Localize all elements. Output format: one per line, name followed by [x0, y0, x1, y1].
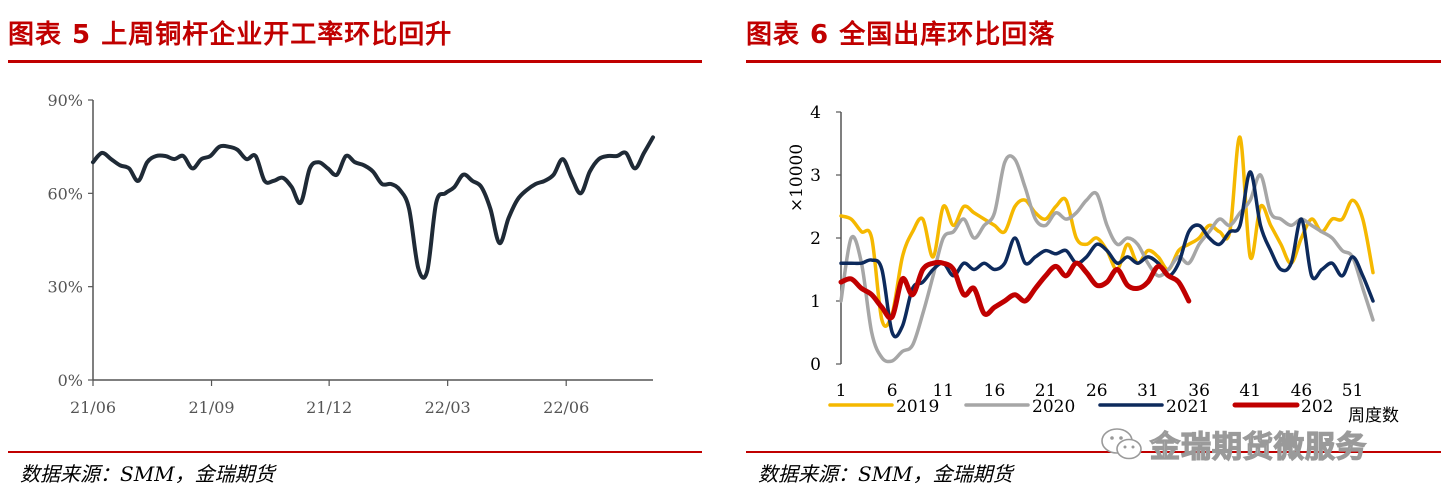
right-title-rule: [746, 60, 1441, 63]
right-y-tick-label: 0: [810, 355, 821, 375]
left-x-tick-label: 21/09: [188, 398, 234, 417]
right-y-tick-label: 2: [810, 229, 821, 249]
left-figure-title: 图表 5 上周铜杆企业开工率环比回升: [8, 20, 453, 50]
right-y-tick-label: 3: [810, 166, 821, 186]
left-x-tick-label: 21/12: [306, 398, 352, 417]
left-y-tick-label: 30%: [47, 278, 83, 297]
left-source-rule: [8, 451, 702, 453]
left-y-tick-label: 60%: [47, 184, 83, 203]
right-x-tick-label: 31: [1137, 381, 1159, 401]
right-x-tick-label: 16: [984, 381, 1006, 401]
left-x-tick-label: 21/06: [70, 398, 116, 417]
right-x-tick-label: 36: [1188, 381, 1210, 401]
watermark-text: 金瑞期货微服务: [1149, 429, 1367, 465]
right-y-tick-label: 1: [810, 292, 821, 312]
left-x-tick-label: 22/06: [543, 398, 589, 417]
left-y-tick-label: 0%: [58, 371, 83, 390]
right-x-tick-label: 46: [1291, 381, 1313, 401]
right-x-tick-label: 1: [836, 381, 847, 401]
right-series-line: [839, 135, 1375, 328]
left-title-rule: [8, 60, 702, 63]
right-series-line: [839, 170, 1375, 339]
right-x-axis-label: 周度数: [1348, 406, 1399, 426]
right-legend-label: 2020: [1032, 397, 1075, 417]
right-legend-label: 2021: [1166, 397, 1209, 417]
right-source-note: 数据来源：SMM，金瑞期货: [758, 462, 1013, 486]
right-x-tick-label: 11: [932, 381, 954, 401]
right-x-tick-label: 21: [1035, 381, 1057, 401]
left-series-line: [91, 135, 655, 280]
right-source-rule: [746, 451, 1441, 453]
left-chart: 0% 30% 60% 90% 21/06 21/09 21/12 22/03 22/06: [47, 91, 655, 417]
right-series-line: [839, 154, 1375, 364]
wechat-icon: [1101, 428, 1142, 460]
right-x-tick-label: 26: [1086, 381, 1108, 401]
left-source-note: 数据来源：SMM，金瑞期货: [20, 462, 275, 486]
right-legend-label: 2019: [896, 397, 939, 417]
right-x-tick-label: 6: [887, 381, 898, 401]
right-x-tick-label: 41: [1239, 381, 1261, 401]
left-y-tick-label: 90%: [47, 91, 83, 110]
left-x-tick-label: 22/03: [425, 398, 471, 417]
right-y-tick-label: 4: [810, 103, 821, 123]
watermark: 金瑞期货微服务: [1100, 420, 1450, 470]
right-figure-title: 图表 6 全国出库环比回落: [746, 20, 1056, 50]
right-legend-label: 202: [1301, 397, 1333, 417]
right-series-line: [838, 259, 1192, 321]
right-y-axis-label: ×10000: [787, 144, 807, 212]
right-x-tick-label: 51: [1342, 381, 1364, 401]
left-figure: 图表 5 上周铜杆企业开工率环比回升 0% 30% 60% 90% 21/06 21/09…: [0, 0, 712, 504]
right-figure: 图表 6 全国出库环比回落 0 1 2 3 4 ×10000 1 6 11 16 21 26 31 36 4…: [738, 0, 1451, 504]
